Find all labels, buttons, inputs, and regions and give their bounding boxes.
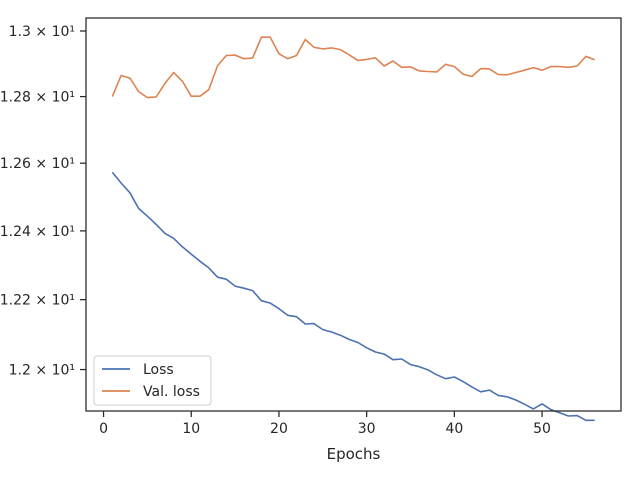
series-line-val-loss	[111, 36, 595, 99]
y-tick-label: 1.22 × 10¹	[0, 293, 75, 309]
x-axis-label: Epochs	[327, 445, 381, 463]
x-tick-label: 30	[358, 421, 376, 437]
plot-frame	[85, 17, 622, 412]
plot-area	[86, 18, 621, 411]
legend-label-val-loss: Val. loss	[143, 384, 200, 400]
legend: Loss Val. loss	[93, 355, 212, 406]
x-tick-label: 40	[445, 421, 463, 437]
x-tick-label: 50	[533, 421, 551, 437]
series-layer	[111, 36, 595, 422]
x-tick-label: 20	[270, 421, 288, 437]
y-tick-label: 1.26 × 10¹	[0, 156, 75, 172]
x-tick-label: 10	[182, 421, 200, 437]
y-tick-label: 1.2 × 10¹	[9, 363, 75, 379]
y-tick-label: 1.3 × 10¹	[9, 24, 75, 40]
legend-label-loss: Loss	[143, 362, 174, 378]
x-tick-label: 0	[99, 421, 108, 437]
y-tick-label: 1.28 × 10¹	[0, 90, 75, 106]
y-tick-label: 1.24 × 10¹	[0, 224, 75, 240]
tick-layer: 0 10 20 30 40 50 1.2 × 10¹ 1.22 × 10¹ 1.24 × 10¹…	[0, 24, 551, 437]
series-line-loss	[111, 171, 595, 422]
